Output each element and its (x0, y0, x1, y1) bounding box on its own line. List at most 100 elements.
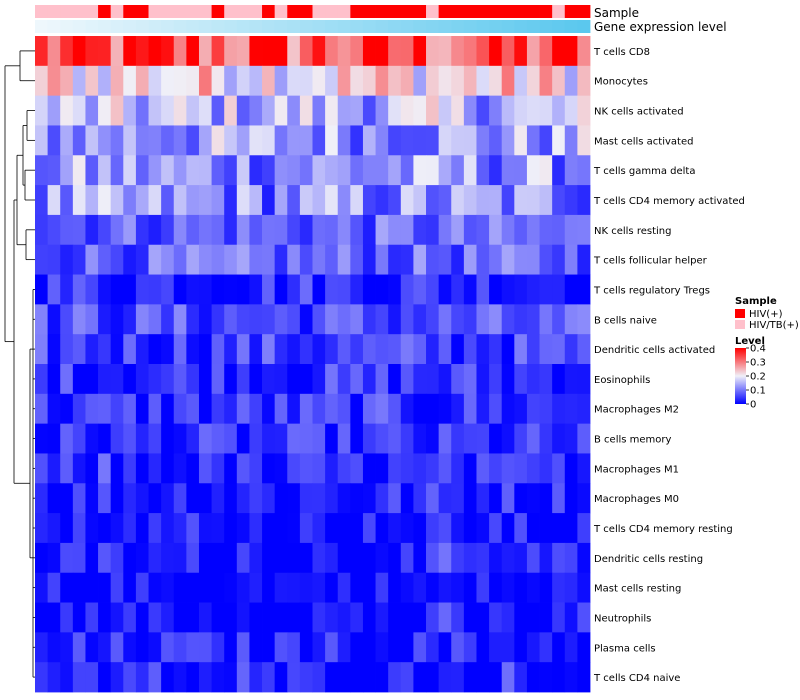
heatmap-cell (577, 214, 591, 246)
heatmap-cell (526, 602, 540, 633)
heatmap-cell (211, 304, 225, 335)
heatmap-cell (476, 542, 490, 574)
heatmap-cell (312, 214, 326, 246)
sample-annotation-cell (325, 5, 339, 18)
sample-annotation-cell (262, 5, 276, 18)
heatmap-cell (451, 662, 465, 693)
heatmap-cell (476, 304, 490, 335)
heatmap-cell (400, 483, 414, 514)
heatmap-cell (539, 334, 553, 365)
sample-annotation-cell (451, 5, 465, 18)
row-label: Dendritic cells resting (594, 554, 703, 565)
heatmap-cell (426, 125, 440, 156)
heatmap-cell (186, 513, 200, 544)
heatmap-cell (552, 36, 566, 67)
heatmap-cell (539, 542, 553, 574)
heatmap-cell (413, 364, 427, 395)
heatmap-cell (564, 572, 578, 603)
heatmap-cell (123, 304, 137, 335)
heatmap-cell (577, 393, 591, 425)
heatmap-cell (476, 214, 490, 246)
heatmap-cell (438, 36, 452, 67)
heatmap-cell (337, 423, 351, 454)
heatmap-cell (400, 125, 414, 156)
heatmap-cell (312, 274, 326, 305)
heatmap-cell (539, 36, 553, 67)
sample-annotation-cell (47, 5, 61, 18)
heatmap-cell (451, 155, 465, 186)
heatmap-cell (35, 632, 49, 663)
heatmap-cell (325, 423, 339, 454)
heatmap-cell (552, 95, 566, 126)
heatmap-cell (72, 334, 86, 365)
heatmap-cell (211, 513, 225, 544)
heatmap-cell (148, 95, 162, 126)
legend-label-hiv: HIV(+) (749, 309, 783, 320)
heatmap-cell (375, 364, 389, 395)
gene-expression-annotation-cell (198, 20, 212, 33)
heatmap-cell (148, 572, 162, 603)
row-label: Monocytes (594, 77, 648, 88)
heatmap-cell (47, 602, 61, 633)
heatmap-cell (438, 393, 452, 425)
heatmap-cell (287, 155, 301, 186)
heatmap-cell (564, 125, 578, 156)
heatmap-cell (337, 65, 351, 97)
heatmap-cell (60, 334, 74, 365)
gene-expression-annotation-cell (110, 20, 124, 33)
heatmap-cell (577, 155, 591, 186)
heatmap-cell (388, 274, 402, 305)
heatmap-cell (148, 393, 162, 425)
heatmap-cell (526, 453, 540, 484)
heatmap-cell (312, 185, 326, 216)
gene-expression-annotation-cell (552, 20, 566, 33)
heatmap-cell (123, 513, 137, 544)
heatmap-cell (98, 453, 112, 484)
heatmap-cell (489, 632, 503, 663)
heatmap-cell (564, 542, 578, 574)
legend-label-hivtb: HIV/TB(+) (749, 320, 799, 331)
heatmap-cell (489, 662, 503, 693)
heatmap-cell (110, 125, 124, 156)
heatmap-cell (388, 125, 402, 156)
heatmap-cell (224, 36, 238, 67)
heatmap-cell (413, 423, 427, 454)
heatmap-cell (287, 513, 301, 544)
heatmap-cell (375, 423, 389, 454)
heatmap-cell (224, 95, 238, 126)
heatmap-cell (123, 95, 137, 126)
heatmap-cell (337, 513, 351, 544)
heatmap-cell (312, 483, 326, 514)
heatmap-cell (224, 662, 238, 693)
heatmap-cell (375, 662, 389, 693)
heatmap-cell (249, 423, 263, 454)
heatmap-cell (211, 95, 225, 126)
heatmap-cell (476, 244, 490, 275)
heatmap-cell (375, 214, 389, 246)
heatmap-cell (135, 214, 149, 246)
heatmap-cell (426, 65, 440, 97)
heatmap-cell (173, 214, 187, 246)
heatmap-cell (514, 393, 528, 425)
heatmap-cell (476, 274, 490, 305)
heatmap-cell (60, 572, 74, 603)
heatmap-cell (198, 95, 212, 126)
heatmap-cell (337, 274, 351, 305)
heatmap-cell (123, 662, 137, 693)
heatmap-cell (262, 185, 276, 216)
sample-annotation-cell (211, 5, 225, 18)
heatmap-cell (362, 65, 376, 97)
heatmap-cell (413, 36, 427, 67)
heatmap-cell (161, 274, 175, 305)
heatmap-cell (400, 214, 414, 246)
heatmap-cell (211, 364, 225, 395)
heatmap-cell (249, 572, 263, 603)
heatmap-cell (35, 36, 49, 67)
heatmap-cell (60, 244, 74, 275)
heatmap-cell (211, 662, 225, 693)
heatmap-cell (476, 125, 490, 156)
heatmap-cell (198, 65, 212, 97)
heatmap-cell (426, 513, 440, 544)
heatmap-cell (388, 483, 402, 514)
heatmap-cell (312, 393, 326, 425)
